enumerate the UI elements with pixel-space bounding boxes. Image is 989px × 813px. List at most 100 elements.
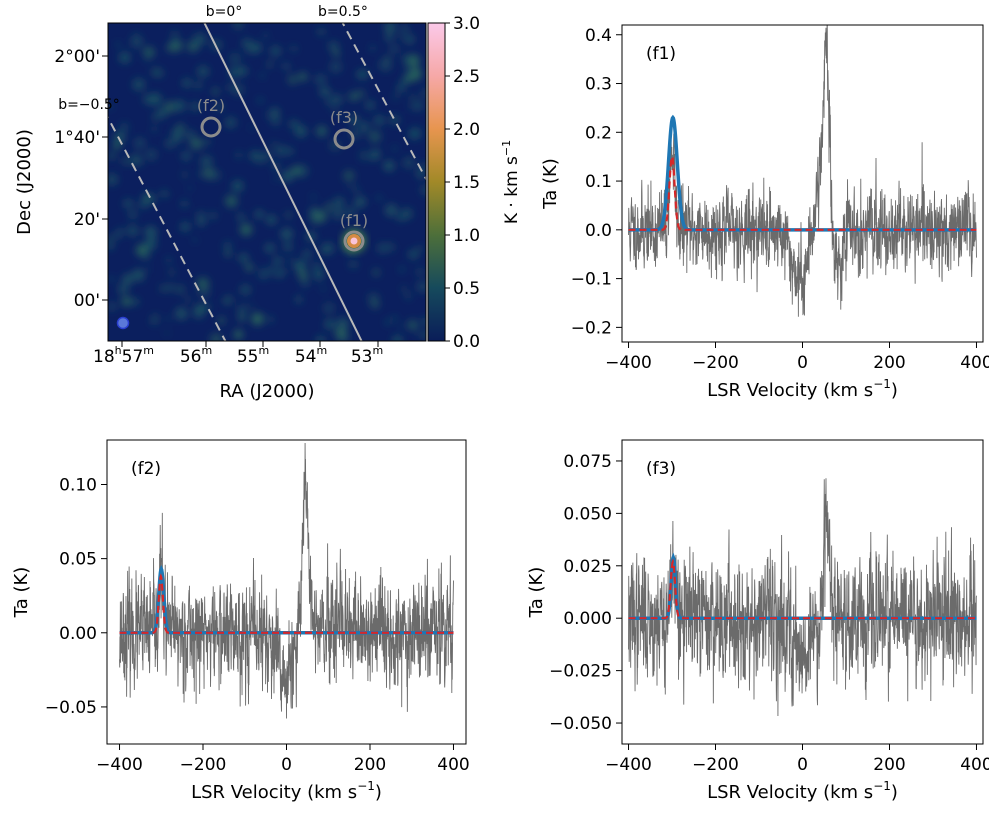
x-tick-label: −400 <box>605 755 652 775</box>
emission-blob <box>420 184 426 196</box>
spectrum-line <box>119 442 454 719</box>
emission-blob <box>354 196 366 208</box>
emission-blob <box>409 67 422 79</box>
ra-tick-label: 53m <box>351 344 383 367</box>
line-label-b-minus-0-5: b=−0.5° <box>58 97 120 113</box>
emission-blob <box>108 173 118 186</box>
emission-blob <box>259 73 265 79</box>
x-axis-label: LSR Velocity (km s−1) <box>191 779 382 803</box>
x-tick-label: 0 <box>281 755 292 775</box>
spectrum-line <box>628 478 977 717</box>
emission-blob <box>182 172 187 177</box>
emission-blobs <box>108 23 426 341</box>
emission-blob <box>248 304 254 309</box>
emission-blob <box>108 235 113 242</box>
emission-blob <box>373 269 380 276</box>
emission-blob <box>398 323 403 329</box>
emission-blob <box>294 125 307 138</box>
emission-blob <box>369 45 376 52</box>
emission-blob <box>228 67 241 79</box>
emission-blob <box>287 257 294 263</box>
emission-blob <box>203 303 211 311</box>
emission-blob <box>384 23 397 34</box>
emission-blob <box>298 270 309 281</box>
emission-blob <box>181 78 192 88</box>
emission-blob <box>245 263 254 272</box>
emission-blob <box>273 176 278 182</box>
emission-blob <box>357 90 365 97</box>
emission-blob <box>166 316 171 321</box>
emission-blob <box>210 169 221 181</box>
emission-blob <box>311 194 317 200</box>
emission-blob <box>233 329 244 340</box>
emission-blob <box>226 83 236 92</box>
emission-blob <box>239 252 250 263</box>
emission-blob <box>407 54 420 67</box>
source-f1-peak <box>350 237 358 245</box>
y-tick-label: 0.075 <box>563 452 612 472</box>
y-tick-label: −0.1 <box>571 270 612 290</box>
emission-blob <box>376 195 382 201</box>
y-axis-label: Ta (K) <box>540 158 561 210</box>
map-content: (f1) (f2) (f3) <box>108 23 426 341</box>
region-label: (f2) <box>197 96 225 115</box>
emission-blob <box>348 184 354 190</box>
emission-blob <box>389 114 400 126</box>
x-tick-label: 400 <box>960 353 989 373</box>
emission-blob <box>238 313 246 322</box>
emission-blob <box>222 297 231 306</box>
emission-blob <box>237 304 248 315</box>
emission-blob <box>271 118 281 127</box>
emission-blob <box>343 170 355 182</box>
emission-blob <box>118 51 131 64</box>
emission-blob <box>404 74 413 84</box>
emission-blob <box>413 100 424 111</box>
emission-blob <box>121 158 128 165</box>
emission-blob <box>149 92 162 106</box>
y-tick-label: −0.025 <box>549 662 612 682</box>
emission-blob <box>203 138 211 146</box>
emission-blob <box>392 315 398 321</box>
emission-blob <box>329 140 341 151</box>
emission-blob <box>224 250 232 257</box>
emission-blob <box>171 127 183 139</box>
emission-blob <box>370 300 380 309</box>
emission-blob <box>270 141 276 147</box>
emission-blob <box>171 30 179 38</box>
emission-blob <box>274 144 287 157</box>
emission-blob <box>329 60 342 73</box>
emission-blob <box>405 293 412 300</box>
ra-tick-label: 56m <box>180 344 212 367</box>
emission-blob <box>108 104 113 110</box>
model-dashed-line <box>628 558 977 620</box>
emission-blob <box>238 66 248 76</box>
emission-blob <box>374 115 385 126</box>
ra-tick-label: 55m <box>237 344 269 367</box>
emission-blob <box>175 307 188 320</box>
emission-blob <box>180 222 191 232</box>
emission-blob <box>349 260 358 269</box>
emission-blob <box>212 88 219 95</box>
region-circle-f3 <box>333 128 355 150</box>
emission-blob <box>257 267 270 280</box>
spectrum-panel-f1: −400 −200 0 200 400 −0.2 −0.1 0.0 0.1 0.2 0.3 0.4 (f… <box>540 24 989 401</box>
line-b-plus-0-5 <box>341 23 426 181</box>
colorbar-tick-label: 1.0 <box>453 226 480 246</box>
emission-blob <box>399 266 405 273</box>
colorbar-tick-label: 1.5 <box>453 173 480 193</box>
dec-tick-label: 20' <box>74 210 100 230</box>
dec-tick-label: 2°00' <box>54 47 100 67</box>
emission-blob <box>317 27 326 36</box>
emission-blob <box>190 101 200 112</box>
emission-blob <box>285 147 294 156</box>
emission-blob <box>280 228 293 241</box>
emission-blob <box>290 45 298 53</box>
y-tick-label: −0.2 <box>571 318 612 338</box>
emission-blob <box>278 268 287 276</box>
emission-blob <box>398 34 404 39</box>
emission-blob <box>348 91 359 102</box>
x-tick-label: 200 <box>354 755 386 775</box>
emission-blob <box>222 241 233 251</box>
ra-axis-label: RA (J2000) <box>220 381 315 402</box>
emission-blob <box>422 331 426 339</box>
